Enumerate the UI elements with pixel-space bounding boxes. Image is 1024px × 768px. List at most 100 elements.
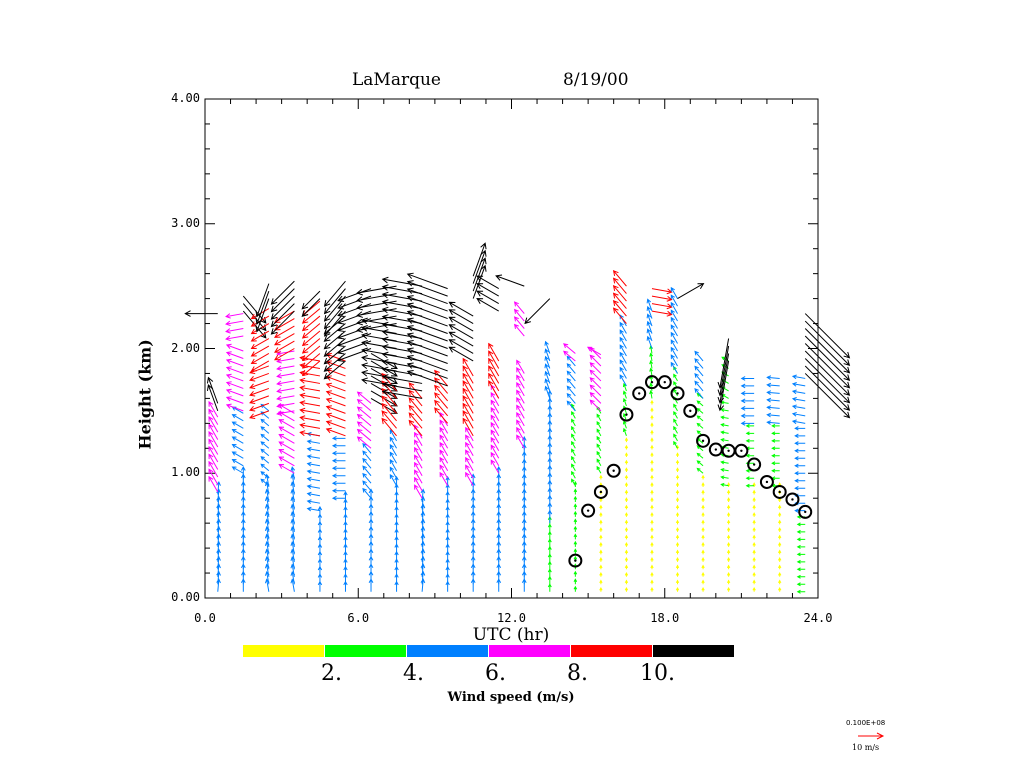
wind-arrow: [325, 420, 346, 429]
boundary-layer-point: [619, 407, 634, 422]
wind-arrow: [490, 421, 500, 437]
wind-arrow: [547, 523, 552, 532]
wind-arrow: [670, 301, 678, 314]
wind-arrow: [362, 480, 372, 492]
wind-arrow: [771, 431, 780, 436]
wind-arrow: [276, 387, 295, 394]
wind-arrow: [408, 412, 423, 429]
wind-arrow: [670, 286, 678, 299]
wind-arrow: [544, 363, 551, 377]
wind-arrow: [701, 564, 705, 570]
wind-arrow: [675, 564, 680, 570]
wind-arrow: [406, 295, 448, 312]
wind-arrow: [516, 389, 525, 404]
wind-arrow: [650, 444, 654, 450]
wind-arrow: [448, 324, 474, 339]
boundary-layer-point: [772, 484, 787, 499]
wind-arrow: [726, 482, 731, 487]
chart-title: LaMarque: [352, 70, 441, 90]
wind-arrow: [462, 402, 474, 422]
wind-arrow: [362, 472, 372, 484]
wind-arrow: [361, 369, 397, 379]
wind-arrow: [306, 461, 321, 467]
x-tick-label: 12.0: [497, 611, 526, 625]
wind-arrow: [448, 331, 474, 347]
wind-arrow: [624, 444, 629, 450]
wind-arrow: [612, 307, 627, 324]
wind-arrow: [670, 354, 678, 367]
wind-arrow: [771, 461, 780, 466]
wind-arrow: [414, 484, 423, 499]
chart-date: 8/19/00: [563, 70, 629, 90]
wind-arrow: [249, 380, 270, 390]
wind-arrow: [225, 358, 244, 367]
wind-arrow: [778, 579, 782, 585]
wind-arrow: [406, 369, 448, 387]
wind-arrow: [794, 471, 806, 476]
wind-arrow: [619, 351, 627, 364]
wind-arrow: [701, 519, 705, 525]
reference-vector-unit: 10 m/s: [852, 743, 880, 752]
wind-arrow: [270, 310, 295, 335]
wind-arrow: [434, 399, 449, 417]
boundary-layer-point-center: [778, 490, 781, 494]
wind-arrow: [249, 395, 270, 405]
wind-arrow: [573, 510, 578, 517]
wind-arrow: [791, 419, 806, 425]
wind-arrow: [794, 486, 806, 491]
wind-arrow: [720, 423, 729, 427]
wind-arrow: [306, 439, 321, 445]
wind-arrow: [362, 465, 372, 477]
wind-arrow: [356, 436, 372, 449]
wind-arrow: [752, 497, 756, 502]
wind-arrow: [726, 542, 731, 547]
wind-arrow: [381, 291, 423, 302]
wind-arrow: [573, 578, 578, 585]
wind-arrow: [490, 459, 500, 474]
wind-arrow: [208, 423, 219, 440]
wind-arrow: [571, 433, 576, 442]
wind-arrow: [752, 519, 756, 525]
wind-arrow: [596, 450, 602, 459]
wind-arrow: [420, 578, 426, 592]
wind-arrow: [389, 473, 397, 486]
wind-arrow: [694, 358, 704, 369]
wind-arrow: [301, 345, 321, 362]
wind-arrow: [225, 396, 244, 404]
wind-arrow: [278, 449, 295, 459]
wind-arrow: [306, 499, 321, 504]
wind-arrow: [306, 454, 321, 459]
wind-arrow: [622, 427, 627, 436]
wind-arrow: [331, 458, 346, 464]
wind-arrow: [299, 407, 321, 414]
y-axis-label: Height (km): [135, 339, 155, 450]
colorbar-label: 2.: [321, 661, 342, 686]
wind-arrow: [573, 503, 578, 510]
wind-arrow: [420, 548, 426, 562]
wind-arrow: [726, 497, 731, 502]
wind-arrow: [619, 359, 627, 372]
wind-arrow: [599, 564, 603, 570]
wind-arrow: [490, 414, 500, 429]
wind-arrow: [225, 335, 244, 342]
wind-arrow: [516, 404, 525, 419]
wind-arrow: [331, 473, 346, 479]
wind-arrow: [331, 495, 346, 501]
wind-arrow: [439, 441, 449, 457]
wind-arrow: [306, 491, 321, 497]
wind-arrow: [726, 527, 731, 532]
wind-arrow: [650, 534, 654, 540]
wind-arrow: [270, 295, 295, 320]
wind-arrow: [624, 489, 629, 495]
wind-arrow: [301, 330, 321, 347]
wind-arrow: [804, 343, 851, 389]
wind-arrow: [752, 512, 756, 517]
wind-arrow: [299, 422, 321, 429]
wind-arrow: [434, 407, 449, 424]
wind-arrow: [250, 345, 270, 357]
wind-arrow: [599, 519, 603, 525]
wind-arrow: [752, 564, 756, 570]
wind-arrow: [250, 353, 270, 365]
wind-arrow: [726, 534, 731, 540]
wind-arrow: [571, 463, 576, 472]
